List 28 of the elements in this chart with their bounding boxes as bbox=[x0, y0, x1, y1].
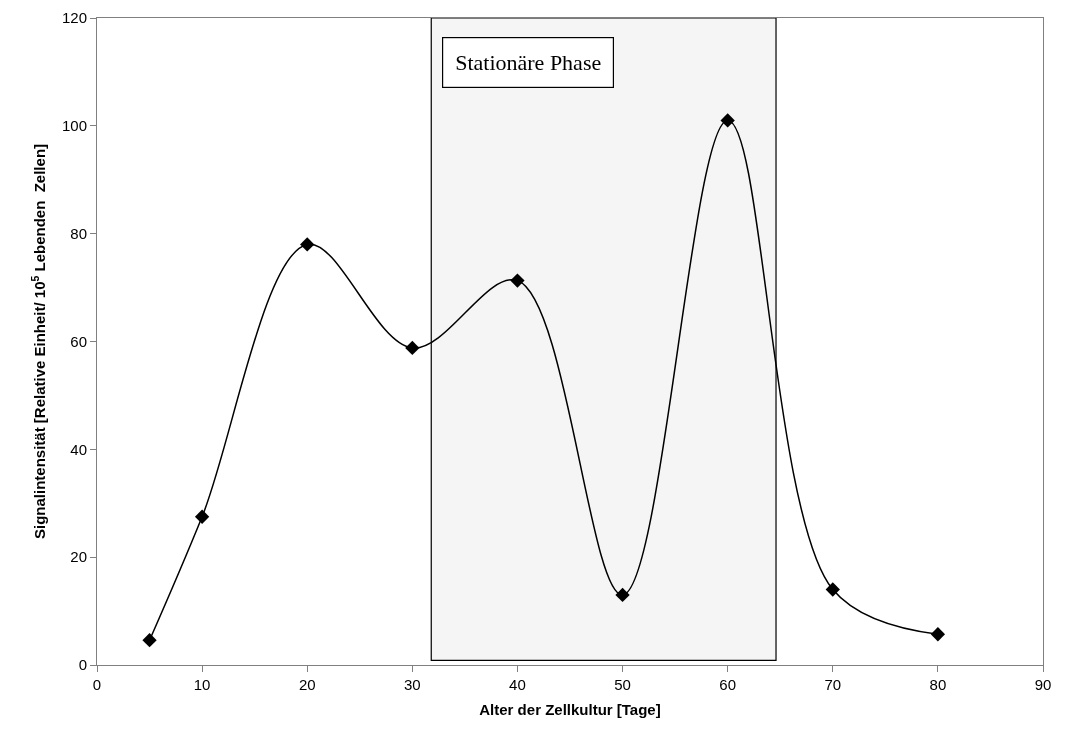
x-tick-label: 0 bbox=[92, 676, 102, 693]
x-tick-label: 20 bbox=[298, 676, 316, 693]
point bbox=[930, 627, 946, 642]
y-tick-label: 60 bbox=[70, 332, 87, 350]
x-tick-label: 10 bbox=[193, 676, 211, 693]
y-tick-label: 100 bbox=[61, 117, 87, 135]
y-tick-label: 20 bbox=[70, 548, 87, 566]
y-tick-label: 120 bbox=[61, 9, 87, 27]
point bbox=[142, 633, 157, 648]
x-tick-label: 30 bbox=[403, 676, 421, 693]
x-tick-label: 40 bbox=[509, 676, 526, 693]
band-label: Stationäre Phase bbox=[455, 50, 602, 76]
x-tick-label: 50 bbox=[614, 676, 631, 693]
x-tick-label: 60 bbox=[719, 676, 737, 693]
y-tick-label: 0 bbox=[78, 656, 87, 674]
x-tick-label: 80 bbox=[929, 676, 947, 693]
point bbox=[194, 509, 210, 524]
point bbox=[510, 273, 525, 288]
point bbox=[720, 113, 735, 128]
point bbox=[825, 582, 840, 597]
point bbox=[405, 340, 420, 356]
x-tick-label: 90 bbox=[1034, 676, 1052, 693]
point bbox=[615, 587, 630, 603]
x-tick-label: 70 bbox=[824, 676, 842, 693]
y-tick-label: 80 bbox=[70, 224, 87, 242]
y-tick-label: 40 bbox=[70, 440, 87, 458]
x-axis-title: Alter der Zellkultur [Tage] bbox=[479, 701, 661, 718]
point bbox=[300, 237, 315, 252]
